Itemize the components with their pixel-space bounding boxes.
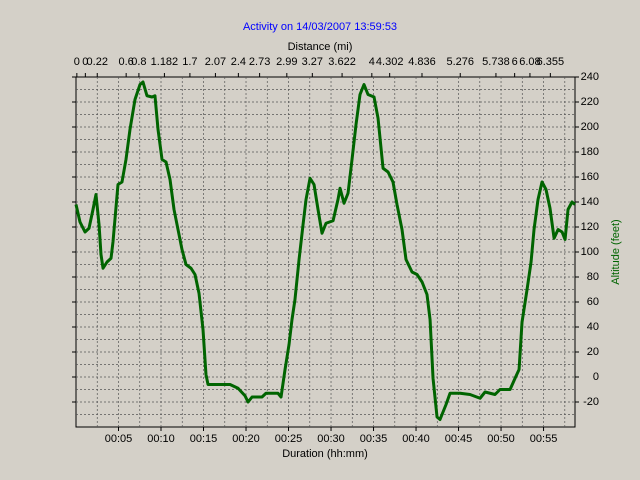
x-tick-label: 00:50 — [487, 433, 515, 445]
y-tick-label: 0 — [593, 371, 599, 383]
x-tick-label: 00:40 — [402, 433, 430, 445]
x-tick-label: 00:30 — [317, 433, 345, 445]
x2-tick-label: 4 — [369, 56, 375, 68]
y-tick-label: 80 — [587, 271, 599, 283]
y-tick-label: 240 — [581, 71, 599, 83]
x2-tick-label: 5.276 — [446, 56, 474, 68]
x2-tick-label: 0 — [74, 56, 80, 68]
y-tick-label: -20 — [583, 396, 599, 408]
y-tick-label: 220 — [581, 96, 599, 108]
x2-tick-label: 0.8 — [131, 56, 146, 68]
x2-tick-label: 3.622 — [328, 56, 356, 68]
x2-tick-label: 6.08 — [519, 56, 540, 68]
y-tick-label: 100 — [581, 246, 599, 258]
x-tick-label: 00:25 — [275, 433, 303, 445]
x2-tick-label: 2.73 — [249, 56, 270, 68]
chart-title: Activity on 14/03/2007 13:59:53 — [243, 21, 397, 33]
y-tick-label: 200 — [581, 121, 599, 133]
y-tick-label: 180 — [581, 146, 599, 158]
y-tick-label: 60 — [587, 296, 599, 308]
x2-tick-label: 6.355 — [537, 56, 565, 68]
x-tick-label: 00:20 — [232, 433, 260, 445]
x2-tick-label: 2.99 — [276, 56, 297, 68]
x2-tick-label: 0 — [82, 56, 88, 68]
x2-tick-label: 1.7 — [182, 56, 197, 68]
x-tick-label: 00:05 — [105, 433, 133, 445]
y-tick-label: 140 — [581, 196, 599, 208]
x2-tick-label: 2.07 — [205, 56, 226, 68]
y-axis-label: Altitude (feet) — [610, 219, 622, 284]
y-tick-label: 120 — [581, 221, 599, 233]
x-axis-label: Duration (hh:mm) — [282, 448, 368, 460]
x2-tick-label: 4.836 — [408, 56, 436, 68]
x-tick-label: 00:35 — [360, 433, 388, 445]
y-tick-label: 160 — [581, 171, 599, 183]
x-tick-label: 00:10 — [147, 433, 175, 445]
x-tick-label: 00:15 — [190, 433, 218, 445]
x2-tick-label: 0.22 — [87, 56, 108, 68]
x2-tick-label: 4.302 — [376, 56, 404, 68]
y-tick-label: 40 — [587, 321, 599, 333]
x2-tick-label: 6 — [512, 56, 518, 68]
y-tick-label: 20 — [587, 346, 599, 358]
x-tick-label: 00:55 — [530, 433, 558, 445]
x-tick-label: 00:45 — [445, 433, 473, 445]
x2-axis-label: Distance (mi) — [288, 41, 353, 53]
x2-tick-label: 0.6 — [119, 56, 134, 68]
line-series — [74, 80, 576, 421]
x2-tick-label: 3.27 — [302, 56, 323, 68]
x2-tick-label: 1.182 — [151, 56, 179, 68]
x2-tick-label: 2.4 — [231, 56, 246, 68]
x2-tick-label: 5.738 — [482, 56, 510, 68]
